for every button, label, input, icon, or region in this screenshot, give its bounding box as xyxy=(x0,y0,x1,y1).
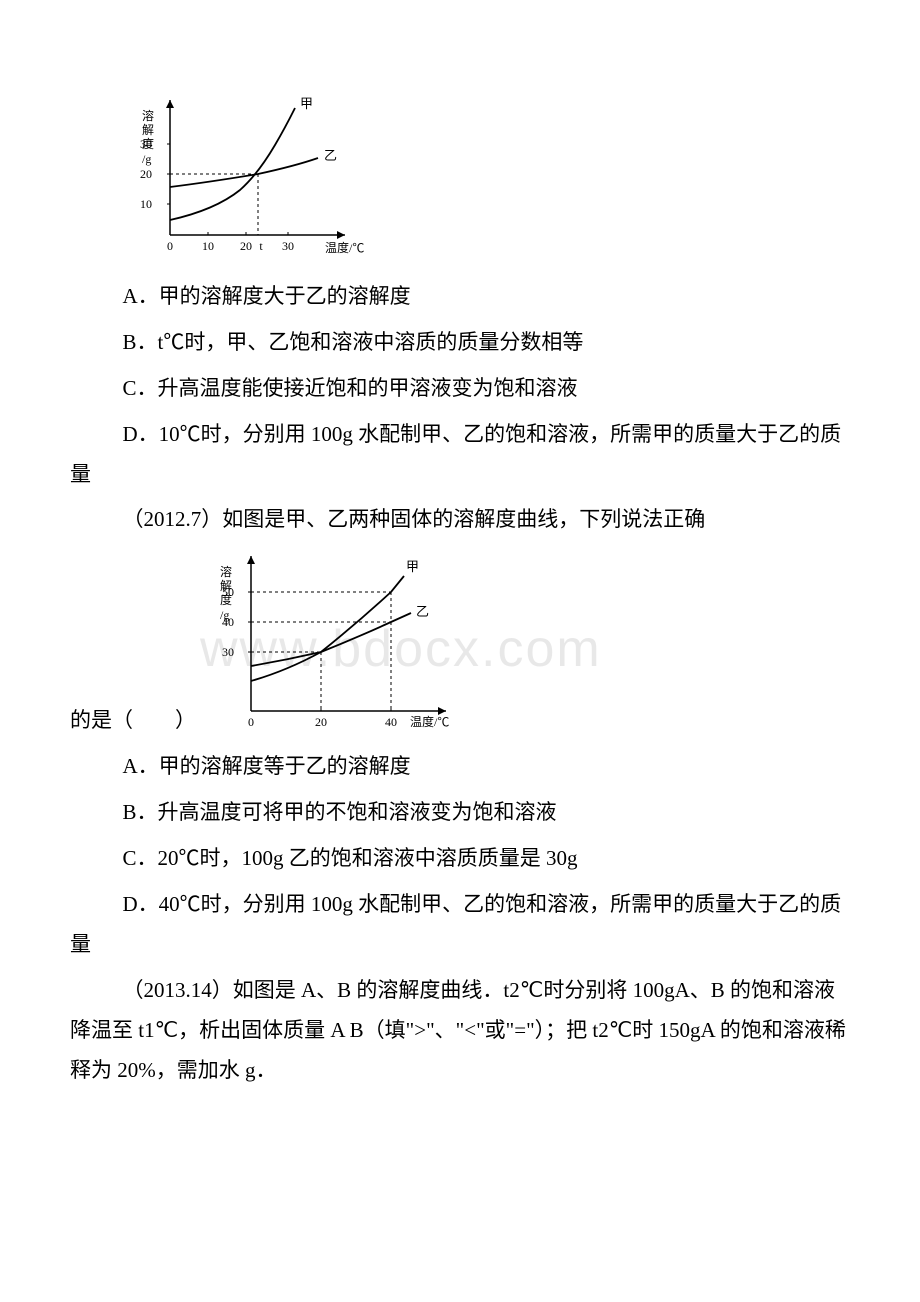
svg-text:0: 0 xyxy=(248,715,254,729)
q2-option-b: B．升高温度可将甲的不饱和溶液变为饱和溶液 xyxy=(70,793,850,833)
q2-stem-after: 的是（ ） xyxy=(70,701,196,741)
svg-text:10: 10 xyxy=(202,239,214,253)
svg-text:解: 解 xyxy=(142,123,154,137)
q1-option-b: B．t℃时，甲、乙饱和溶液中溶质的质量分数相等 xyxy=(70,323,850,363)
svg-text:20: 20 xyxy=(140,167,152,181)
q2-option-d: D．40℃时，分别用 100g 水配制甲、乙的饱和溶液，所需甲的质量大于乙的质量 xyxy=(70,885,850,965)
svg-text:乙: 乙 xyxy=(324,148,337,163)
chart1-solubility-graph: 溶 解 度 /g 10 20 30 0 10 20 t 30 温度/℃ xyxy=(130,90,850,265)
q1-option-a: A．甲的溶解度大于乙的溶解度 xyxy=(70,277,850,317)
q2-stem-before: （2012.7）如图是甲、乙两种固体的溶解度曲线，下列说法正确 xyxy=(70,500,850,540)
q1-option-d: D．10℃时，分别用 100g 水配制甲、乙的饱和溶液，所需甲的质量大于乙的质量 xyxy=(70,415,850,495)
svg-text:10: 10 xyxy=(140,197,152,211)
q2-option-c: C．20℃时，100g 乙的饱和溶液中溶质质量是 30g xyxy=(70,839,850,879)
svg-text:40: 40 xyxy=(385,715,397,729)
svg-text:温度/℃: 温度/℃ xyxy=(410,714,449,729)
q1-option-c: C．升高温度能使接近饱和的甲溶液变为饱和溶液 xyxy=(70,369,850,409)
chart1-y-label: 溶 xyxy=(142,108,154,123)
svg-text:乙: 乙 xyxy=(416,604,429,619)
svg-text:温度/℃: 温度/℃ xyxy=(325,240,364,255)
svg-text:30: 30 xyxy=(222,645,234,659)
svg-text:甲: 甲 xyxy=(406,559,419,574)
svg-text:20: 20 xyxy=(240,239,252,253)
svg-text:溶: 溶 xyxy=(220,564,232,579)
svg-text:40: 40 xyxy=(222,615,234,629)
svg-text:甲: 甲 xyxy=(300,96,313,111)
q3-stem: （2013.14）如图是 A、B 的溶解度曲线．t2℃时分别将 100gA、B … xyxy=(70,971,850,1091)
svg-text:50: 50 xyxy=(222,585,234,599)
svg-text:30: 30 xyxy=(140,137,152,151)
svg-text:t: t xyxy=(259,239,263,253)
svg-text:30: 30 xyxy=(282,239,294,253)
svg-text:/g: /g xyxy=(142,152,151,166)
q2-option-a: A．甲的溶解度等于乙的溶解度 xyxy=(70,747,850,787)
svg-text:0: 0 xyxy=(167,239,173,253)
svg-text:20: 20 xyxy=(315,715,327,729)
chart2-solubility-graph: 溶 解 度 /g 30 40 50 0 20 40 温度/℃ xyxy=(206,546,466,741)
